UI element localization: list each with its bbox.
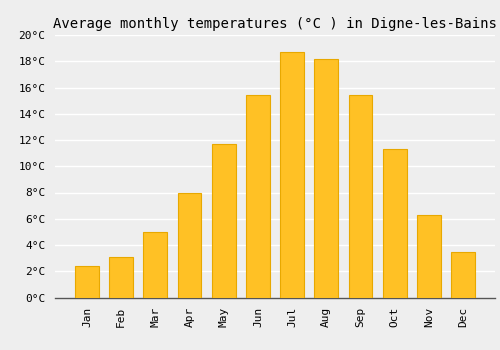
Bar [246,95,270,298]
Bar [382,149,406,298]
Bar [144,232,168,298]
Title: Average monthly temperatures (°C ) in Digne-les-Bains: Average monthly temperatures (°C ) in Di… [53,17,497,31]
Bar [348,95,372,298]
Bar [75,266,99,298]
Bar [451,252,475,298]
Bar [314,58,338,298]
Bar [178,193,202,298]
Bar [109,257,133,298]
Bar [417,215,441,298]
Bar [280,52,304,298]
Bar [212,144,236,298]
